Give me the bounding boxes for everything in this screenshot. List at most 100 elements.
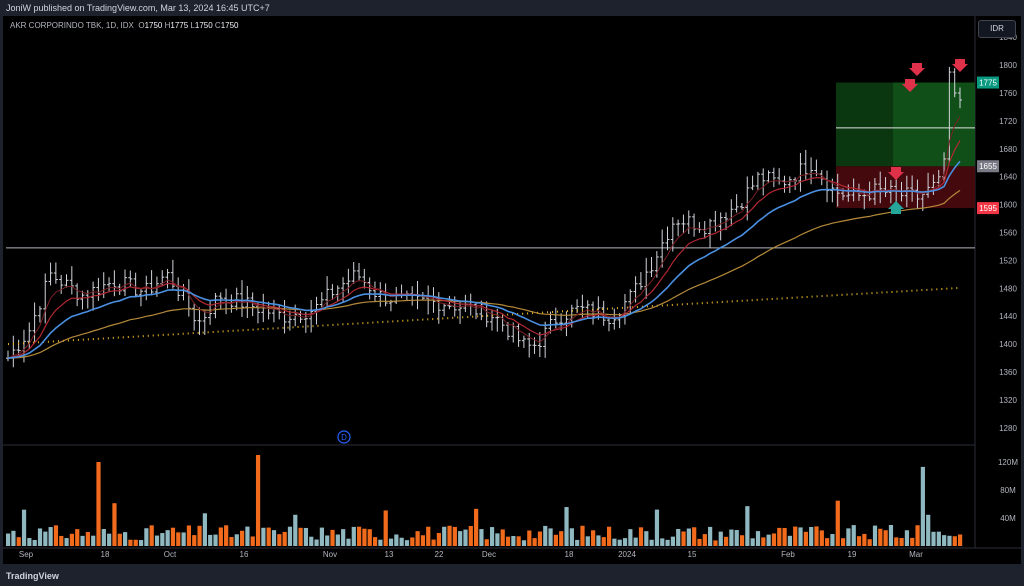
x-tick-label: 18 bbox=[565, 550, 574, 559]
y-tick-label: 1440 bbox=[999, 312, 1017, 321]
volume-bar bbox=[729, 529, 734, 546]
volume-bar bbox=[154, 535, 160, 546]
ohlc-bar bbox=[287, 310, 292, 331]
volume-bar bbox=[755, 531, 761, 546]
volume-bar bbox=[229, 536, 234, 546]
volume-bar bbox=[404, 540, 410, 546]
ohlc-bar bbox=[926, 172, 931, 198]
footer-bar: TradingView bbox=[0, 566, 1024, 586]
ohlc-bar bbox=[176, 277, 181, 301]
ohlc-bar bbox=[825, 170, 830, 203]
volume-bar bbox=[745, 506, 750, 546]
ohlc-bar bbox=[516, 322, 521, 347]
sell-arrow-icon bbox=[909, 63, 925, 76]
ohlc-bar bbox=[43, 273, 48, 324]
ohlc-bar bbox=[521, 335, 526, 348]
volume-bar bbox=[436, 532, 441, 546]
ohlc-bar bbox=[729, 199, 734, 227]
x-tick-label: 2024 bbox=[618, 550, 636, 559]
ohlc-bar bbox=[372, 281, 377, 302]
ohlc-bar bbox=[138, 288, 143, 307]
ohlc-bar bbox=[686, 210, 691, 234]
volume-bar bbox=[399, 537, 404, 546]
ohlc-bar bbox=[123, 269, 128, 297]
volume-bar bbox=[415, 531, 420, 546]
volume-bar bbox=[202, 513, 207, 546]
volume-bar bbox=[516, 536, 521, 546]
volume-bar bbox=[713, 540, 718, 546]
volume-bar bbox=[532, 538, 537, 546]
ohlc-bar bbox=[37, 306, 42, 323]
low-value: 1750 bbox=[194, 21, 213, 30]
volume-bar bbox=[75, 529, 80, 546]
x-tick-label: 15 bbox=[688, 550, 697, 559]
volume-bar bbox=[309, 536, 314, 546]
volume-bar bbox=[133, 539, 138, 546]
volume-bar bbox=[750, 538, 755, 546]
x-tick-label: 22 bbox=[435, 550, 444, 559]
currency-button[interactable]: IDR bbox=[978, 20, 1016, 38]
volume-bar bbox=[527, 530, 532, 546]
y-tick-label: 1600 bbox=[999, 201, 1017, 210]
ohlc-bar bbox=[622, 294, 627, 325]
sell-arrow-icon bbox=[888, 167, 904, 180]
volume-bar bbox=[383, 510, 388, 546]
volume-bar bbox=[862, 533, 867, 546]
volume-bar bbox=[766, 534, 771, 546]
volume-bar bbox=[761, 537, 766, 546]
ohlc-bar bbox=[543, 321, 548, 358]
volume-bar bbox=[181, 532, 186, 546]
volume-bar bbox=[314, 539, 319, 546]
ohlc-bar bbox=[718, 212, 723, 241]
volume-bar bbox=[489, 527, 495, 546]
ohlc-bar bbox=[952, 68, 957, 98]
volume-bar bbox=[117, 533, 122, 546]
volume-bar bbox=[878, 528, 883, 546]
volume-bar bbox=[431, 539, 436, 546]
ohlc-bar bbox=[107, 277, 112, 293]
volume-bar bbox=[787, 535, 793, 546]
volume-bar bbox=[442, 526, 447, 546]
volume-bar bbox=[846, 528, 851, 546]
volume-bar bbox=[298, 527, 303, 546]
volume-bar bbox=[958, 534, 963, 546]
ohlc-bar bbox=[505, 322, 510, 341]
ohlc-bar bbox=[606, 318, 611, 332]
volume-bar bbox=[569, 528, 574, 546]
y-tick-label: 1360 bbox=[999, 368, 1017, 377]
y-tick-label: 1320 bbox=[999, 396, 1017, 405]
ohlc-bar bbox=[442, 303, 447, 317]
price-label-badge bbox=[977, 76, 999, 89]
ma-5-line bbox=[7, 116, 961, 359]
ma-50-line bbox=[7, 189, 961, 359]
volume-bar bbox=[851, 525, 856, 546]
volume-bar bbox=[452, 526, 457, 546]
volume-bar bbox=[426, 526, 431, 546]
volume-bar bbox=[128, 539, 133, 546]
ohlc-bar bbox=[644, 257, 649, 299]
volume-bar bbox=[936, 531, 941, 546]
volume-bar bbox=[543, 525, 548, 546]
volume-bar bbox=[606, 526, 612, 546]
ohlc-bar bbox=[878, 171, 883, 204]
y-tick-label: 1800 bbox=[999, 61, 1017, 70]
ohlc-bar bbox=[548, 311, 553, 334]
volume-bar bbox=[537, 531, 543, 546]
ohlc-bar bbox=[739, 203, 744, 210]
ohlc-bar bbox=[224, 288, 229, 315]
volume-bar bbox=[926, 514, 931, 546]
volume-bar bbox=[915, 525, 920, 546]
volume-bar bbox=[48, 527, 53, 546]
volume-bar bbox=[665, 539, 670, 546]
y-tick-label: 1760 bbox=[999, 89, 1017, 98]
price-label-badge bbox=[977, 202, 999, 215]
volume-bar bbox=[559, 531, 564, 546]
y-tick-label: 1640 bbox=[999, 173, 1017, 182]
volume-bar bbox=[64, 538, 69, 546]
ohlc-bar bbox=[271, 299, 276, 323]
volume-bar bbox=[261, 527, 266, 546]
ohlc-bar bbox=[591, 301, 596, 325]
ohlc-bar bbox=[458, 302, 463, 324]
volume-bar bbox=[692, 527, 697, 546]
